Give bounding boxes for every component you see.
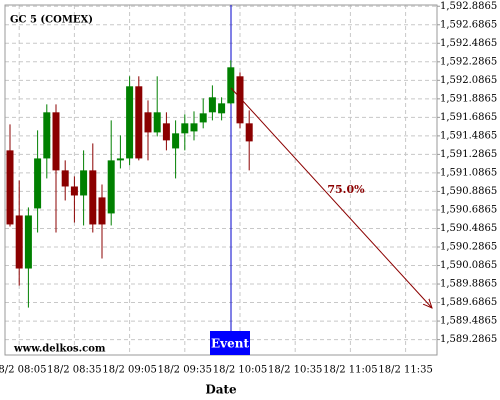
candle-body [107,160,115,214]
y-tick-label: 1,590.4865 [440,223,497,234]
watermark: www.delkos.com [13,344,106,355]
candle-body [126,86,134,159]
x-axis-label: Date [205,383,237,397]
candle-body [208,97,216,113]
candle-body [172,133,180,149]
candle-body [116,158,124,161]
candle-body [181,123,189,134]
x-tick-label: 18/2 10:05 [213,365,267,376]
y-tick-label: 1,592.6865 [440,19,497,30]
y-tick-label: 1,592.0865 [440,75,497,86]
x-tick-label: 18/2 08:35 [47,365,101,376]
y-tick-label: 1,589.8865 [440,279,497,290]
y-tick-label: 1,589.6865 [440,297,497,308]
event-box [210,331,250,355]
y-tick-label: 1,589.4865 [440,316,497,327]
y-tick-label: 1,592.8865 [440,1,497,12]
candle-body [34,158,42,209]
y-tick-label: 1,592.4865 [440,38,497,49]
candle-body [245,123,253,142]
candle-body [89,170,97,225]
y-tick-label: 1,592.2865 [440,56,497,67]
candle-body [52,112,60,171]
candle-body [190,123,198,132]
y-tick-label: 1,589.2865 [440,334,497,345]
x-tick-label: 18/2 09:05 [102,365,156,376]
y-tick-label: 1,590.0865 [440,260,497,271]
candle-body [24,215,32,269]
y-tick-label: 1,591.8865 [440,93,497,104]
candle-body [135,86,143,159]
y-tick-label: 1,591.0865 [440,167,497,178]
candle-body [43,112,51,159]
candle-body [162,123,170,141]
x-tick-label: 18/2 08:05 [0,365,46,376]
candle-body [70,186,78,196]
x-tick-label: 18/2 11:35 [378,365,432,376]
y-tick-label: 1,590.8865 [440,186,497,197]
x-tick-label: 18/2 09:35 [158,365,212,376]
y-tick-label: 1,591.6865 [440,112,497,123]
candle-body [80,170,88,196]
y-tick-label: 1,591.2865 [440,149,497,160]
x-tick-label: 18/2 10:35 [268,365,322,376]
y-tick-label: 1,591.4865 [440,130,497,141]
candle-body [199,113,207,123]
candle-body [227,67,235,104]
candle-body [236,76,244,124]
candle-body [153,112,161,133]
event-label: Event [211,337,249,351]
annotation: 75.0% [327,183,365,196]
chart-title: GC 5 (COMEX) [10,15,93,26]
candle-body [61,170,69,187]
candle-body [6,150,14,225]
candle-body [15,215,23,269]
candle-body [98,197,106,225]
candle-body [218,103,226,114]
y-tick-label: 1,590.6865 [440,204,497,215]
projection-arrow [230,87,432,308]
y-tick-label: 1,590.2865 [440,241,497,252]
x-tick-label: 18/2 11:05 [323,365,377,376]
candle-body [144,112,152,133]
